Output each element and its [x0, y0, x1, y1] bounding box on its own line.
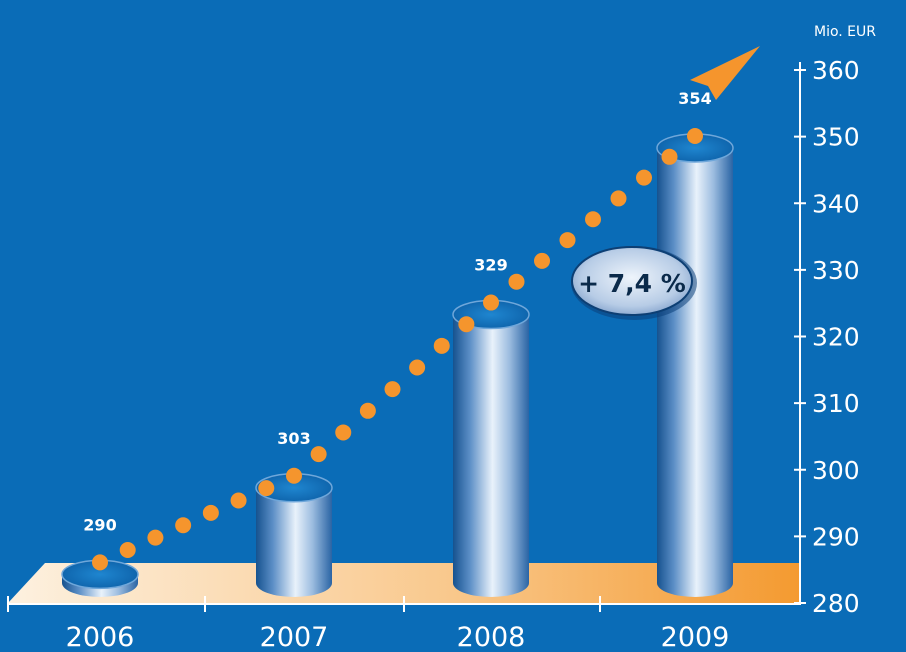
y-tick-label: 300 [812, 456, 860, 485]
trend-dot [508, 273, 525, 290]
trend-dot [433, 337, 450, 354]
y-tick-label: 350 [812, 123, 860, 152]
data-label: 354 [678, 89, 711, 108]
x-tick-label: 2008 [457, 622, 526, 652]
trend-dot [585, 211, 601, 228]
bar-body [256, 487, 332, 597]
y-tick-label: 290 [812, 522, 860, 551]
floor-plane [8, 563, 800, 603]
data-label: 329 [474, 256, 507, 275]
trend-line [92, 46, 760, 571]
bar-2007 [255, 473, 333, 597]
y-tick-label: 330 [812, 256, 860, 285]
bar-2009 [656, 133, 734, 597]
trend-dot [147, 529, 164, 546]
trend-dot [636, 169, 652, 186]
y-tick-label: 320 [812, 323, 860, 352]
trend-dot [559, 232, 576, 249]
x-tick-label: 2009 [661, 622, 730, 652]
x-tick-label: 2007 [260, 622, 329, 652]
axes: 280 290 300 310 320 330 340 350 360 2006 2007 2008 2… [7, 56, 860, 652]
trend-dot [483, 294, 499, 311]
trend-dot [534, 252, 550, 269]
trend-dot [384, 381, 401, 398]
trend-dot [610, 190, 627, 207]
trend-dot [119, 542, 136, 559]
trend-dot [335, 424, 352, 441]
x-tick-label: 2006 [66, 622, 135, 652]
data-label: 290 [83, 515, 116, 534]
growth-badge: + 7,4 % [571, 246, 697, 320]
bars [61, 133, 734, 597]
trend-dot [92, 554, 108, 571]
trend-dot [230, 492, 247, 509]
bar-2008 [452, 299, 530, 597]
y-tick-label: 360 [812, 56, 860, 85]
trend-dot [409, 359, 426, 376]
y-tick-label: 280 [812, 589, 860, 618]
trend-dot [202, 504, 219, 521]
y-tick-label: 310 [812, 389, 860, 418]
trend-dot [661, 148, 678, 165]
trend-dot [458, 316, 475, 333]
bar-body [657, 147, 733, 597]
trend-arrowhead [690, 46, 760, 100]
bar-2006 [61, 559, 139, 597]
unit-label: Mio. EUR [814, 24, 876, 40]
trend-dot [687, 127, 703, 144]
trend-dot [359, 402, 376, 419]
data-labels: 290 303 329 354 [83, 89, 711, 534]
trend-dot [286, 467, 302, 484]
data-label: 303 [277, 429, 310, 448]
y-tick-label: 340 [812, 189, 860, 218]
bar-body [453, 314, 529, 597]
trend-dot [175, 517, 192, 534]
trend-dot [258, 480, 275, 497]
trend-dot [310, 446, 327, 463]
growth-label: + 7,4 % [578, 269, 686, 298]
